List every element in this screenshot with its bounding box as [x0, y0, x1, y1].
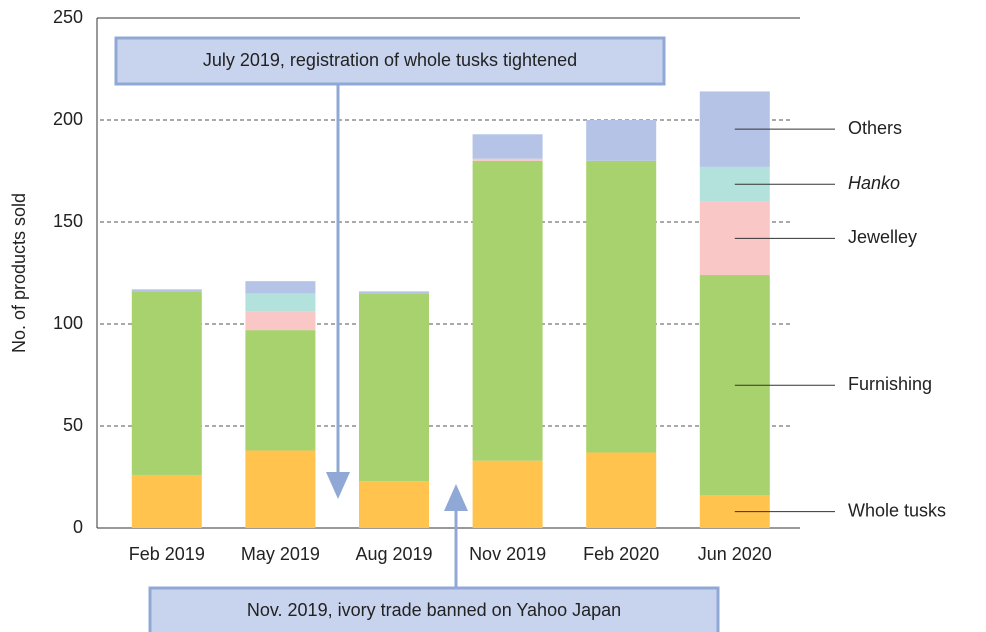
bar-segment — [245, 311, 316, 331]
bar-segment — [245, 293, 316, 312]
annotation-box — [148, 586, 720, 632]
bar-segment — [586, 160, 657, 453]
bar-segment — [359, 293, 429, 482]
x-tick-label: Feb 2019 — [129, 544, 205, 564]
series-label: Others — [848, 118, 902, 138]
bar-segment — [245, 450, 316, 528]
annotation-text: July 2019, registration of whole tusks t… — [203, 50, 577, 70]
y-tick-label: 250 — [53, 7, 83, 27]
x-tick-label: May 2019 — [241, 544, 320, 564]
x-tick-label: Nov 2019 — [469, 544, 546, 564]
bar-segment — [131, 474, 202, 528]
bar-segment — [586, 452, 657, 528]
annotation-box — [114, 36, 666, 86]
bar-segment — [359, 481, 429, 528]
y-tick-label: 150 — [53, 211, 83, 231]
bar-segment — [586, 120, 657, 161]
bar-segment — [131, 289, 202, 292]
series-label: Whole tusks — [848, 500, 946, 520]
bar-segment — [245, 281, 316, 294]
bar-segment — [472, 160, 543, 461]
x-tick-label: Feb 2020 — [583, 544, 659, 564]
x-tick-label: Aug 2019 — [355, 544, 432, 564]
y-tick-label: 100 — [53, 313, 83, 333]
bar-segment — [472, 460, 543, 528]
bar-segment — [472, 158, 543, 161]
x-tick-label: Jun 2020 — [698, 544, 772, 564]
y-tick-label: 0 — [73, 517, 83, 537]
series-label: Hanko — [848, 173, 900, 193]
y-tick-label: 200 — [53, 109, 83, 129]
y-tick-label: 50 — [63, 415, 83, 435]
bar-segment — [245, 330, 316, 451]
y-axis-label: No. of products sold — [9, 193, 29, 353]
series-label: Jewelley — [848, 227, 917, 247]
annotation-text: Nov. 2019, ivory trade banned on Yahoo J… — [247, 600, 621, 620]
bar-segment — [131, 291, 202, 475]
series-label: Furnishing — [848, 374, 932, 394]
bar-segment — [472, 134, 543, 159]
bar-segment — [359, 291, 429, 294]
